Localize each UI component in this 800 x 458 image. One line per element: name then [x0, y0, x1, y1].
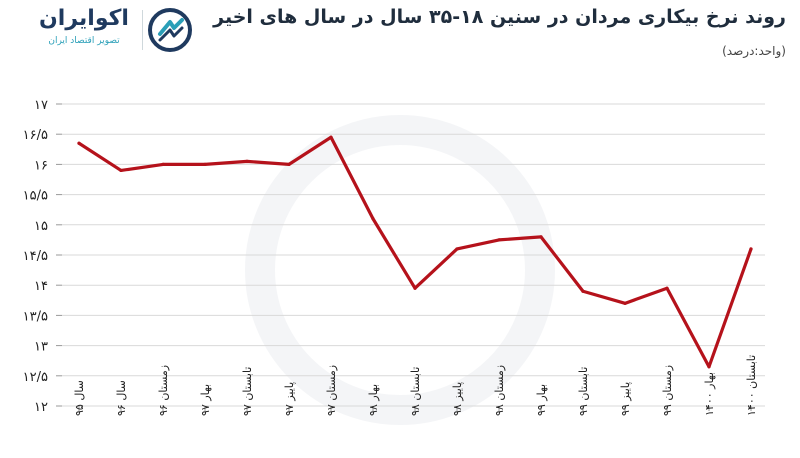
y-tick-label: ۱۴ [34, 279, 48, 294]
x-tick-label: زمستان ۹۶ [157, 365, 170, 416]
y-tick-label: ۱۶ [34, 158, 48, 173]
x-tick-label: پاییز ۹۷ [283, 382, 296, 416]
x-tick-label: تابستان ۹۸ [409, 367, 422, 416]
y-tick-label: ۱۵/۵ [23, 189, 48, 204]
series-layer [77, 135, 753, 369]
unit-label: (واحد:درصد) [722, 44, 786, 58]
x-tick-label: تابستان ۹۹ [577, 367, 590, 416]
data-point [245, 159, 249, 163]
data-point [203, 162, 207, 166]
chart-title: روند نرخ بیکاری مردان در سنین ۱۸-۳۵ سال … [213, 6, 786, 28]
data-point [497, 238, 501, 242]
y-tick-label: ۱۷ [34, 98, 48, 113]
data-point [623, 301, 627, 305]
series-line [77, 135, 753, 369]
y-tick-label: ۱۵ [34, 219, 48, 234]
brand-logo: اکوایران تصویر اقتصاد ایران [16, 6, 192, 54]
logo-tagline: تصویر اقتصاد ایران [48, 36, 120, 46]
y-tick-label: ۱۳/۵ [23, 309, 48, 324]
x-tick-label: سال ۹۵ [73, 380, 86, 416]
watermark-logo [245, 115, 555, 425]
x-axis: سال ۹۵ سال ۹۶ زمستان ۹۶ بهار ۹۷ تابستان ۹۷ پا… [73, 355, 758, 416]
x-tick-label: بهار ۹۷ [199, 384, 212, 416]
chart-header: روند نرخ بیکاری مردان در سنین ۱۸-۳۵ سال … [0, 0, 800, 78]
x-tick-label: تابستان ۹۷ [241, 367, 254, 416]
data-point [119, 168, 123, 173]
data-point [329, 135, 333, 139]
y-tick-label: ۱۲ [34, 400, 48, 415]
x-tick-label: تابستان ۱۴۰۰ [745, 355, 758, 416]
data-point [413, 286, 417, 290]
x-tick-label: پاییز ۹۸ [451, 382, 464, 416]
gridlines [62, 103, 765, 407]
logo-mark-icon [148, 8, 192, 52]
x-tick-label: پاییز ۹۹ [619, 382, 632, 416]
x-tick-label: زمستان ۹۷ [325, 365, 338, 416]
data-point [371, 217, 375, 221]
data-point [77, 141, 81, 145]
data-point [581, 289, 585, 293]
logo-name: اکوایران [39, 6, 129, 31]
data-point [749, 247, 753, 251]
y-axis: ۱۲ ۱۲/۵ ۱۳ ۱۳/۵ ۱۴ ۱۴/۵ ۱۵ ۱۵/۵ ۱۶ ۱۶/۵ ۱۷ [23, 98, 62, 415]
y-tick-label: ۱۴/۵ [23, 249, 48, 264]
x-tick-label: زمستان ۹۹ [661, 365, 674, 416]
x-tick-label: بهار ۹۹ [535, 384, 548, 416]
x-tick-label: زمستان ۹۸ [493, 365, 506, 416]
y-tick-label: ۱۲/۵ [23, 370, 48, 385]
x-tick-label: بهار ۹۸ [367, 384, 380, 416]
data-point [455, 247, 459, 251]
x-tick-label: بهار ۱۴۰۰ [703, 372, 716, 416]
x-tick-label: سال ۹۶ [115, 380, 128, 416]
data-point [665, 286, 669, 290]
y-tick-label: ۱۳ [34, 340, 48, 355]
data-point [161, 162, 165, 166]
data-point [287, 162, 291, 166]
logo-divider [142, 10, 143, 50]
data-point [707, 365, 711, 369]
y-tick-label: ۱۶/۵ [23, 128, 48, 143]
data-point [539, 235, 543, 239]
